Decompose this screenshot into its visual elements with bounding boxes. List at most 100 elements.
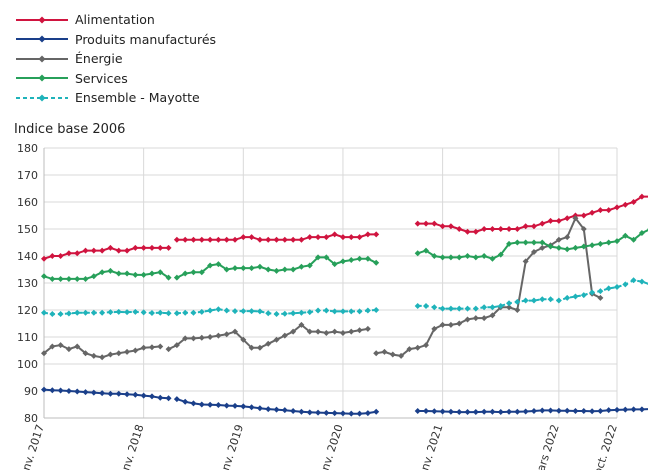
- data-point-alimentation: [630, 199, 637, 205]
- data-point-services: [481, 253, 488, 259]
- data-point-produits-manufactures: [522, 408, 529, 415]
- data-point-alimentation: [281, 236, 288, 243]
- data-point-produits-manufactures: [215, 402, 222, 409]
- data-point-energie: [165, 346, 172, 353]
- data-point-produits-manufactures: [290, 407, 297, 414]
- data-point-alimentation: [232, 236, 238, 243]
- data-point-produits-manufactures: [298, 408, 305, 415]
- data-point-services: [198, 269, 205, 276]
- series-line-ensemble-mayotte: [417, 279, 648, 310]
- data-point-alimentation: [240, 234, 247, 241]
- data-point-energie: [281, 332, 288, 339]
- data-point-energie: [232, 328, 238, 335]
- data-point-services: [232, 265, 238, 272]
- legend-item-produits-manufactures: Produits manufacturés: [14, 30, 216, 50]
- x-tick-label: janv. 2019: [216, 423, 246, 470]
- data-point-produits-manufactures: [472, 409, 479, 416]
- data-point-produits-manufactures: [165, 395, 172, 402]
- data-point-ensemble-mayotte: [240, 308, 247, 315]
- data-point-services: [157, 269, 164, 276]
- data-point-services: [115, 270, 122, 277]
- data-point-services: [423, 247, 429, 254]
- data-point-energie: [506, 304, 513, 311]
- data-point-services: [165, 274, 172, 281]
- data-point-ensemble-mayotte: [331, 308, 338, 315]
- data-point-services: [90, 273, 97, 280]
- series-line-energie: [376, 216, 601, 357]
- data-point-produits-manufactures: [547, 407, 554, 414]
- data-point-alimentation: [290, 236, 297, 243]
- data-point-services: [215, 261, 222, 268]
- data-point-energie: [157, 343, 164, 350]
- data-point-ensemble-mayotte: [597, 288, 604, 295]
- data-point-alimentation: [522, 223, 529, 230]
- data-point-produits-manufactures: [497, 409, 504, 416]
- data-point-alimentation: [115, 247, 122, 254]
- legend-label-ensemble-mayotte: Ensemble - Mayotte: [75, 90, 200, 106]
- data-point-energie: [315, 328, 322, 335]
- chart-legend: Alimentation Produits manufacturés Énergie…: [14, 10, 216, 108]
- data-point-ensemble-mayotte: [148, 309, 155, 316]
- data-point-produits-manufactures: [348, 410, 355, 417]
- data-point-produits-manufactures: [439, 408, 446, 415]
- data-point-services: [622, 232, 629, 239]
- data-point-ensemble-mayotte: [348, 308, 355, 315]
- legend-swatch-ensemble-mayotte: [14, 92, 70, 104]
- data-point-services: [572, 244, 579, 251]
- data-point-energie: [331, 328, 338, 335]
- data-point-ensemble-mayotte: [248, 308, 255, 315]
- data-point-produits-manufactures: [107, 390, 114, 397]
- data-point-produits-manufactures: [589, 408, 596, 415]
- data-point-services: [49, 275, 56, 282]
- data-point-ensemble-mayotte: [315, 307, 322, 314]
- data-point-services: [41, 273, 47, 280]
- data-point-energie: [290, 328, 297, 335]
- data-point-services: [331, 261, 338, 268]
- data-point-energie: [182, 335, 189, 342]
- data-point-produits-manufactures: [564, 407, 571, 414]
- data-point-energie: [49, 343, 56, 350]
- data-point-ensemble-mayotte: [530, 297, 537, 304]
- data-point-alimentation: [198, 236, 205, 243]
- data-point-energie: [115, 350, 122, 357]
- data-point-services: [298, 263, 305, 270]
- data-point-services: [522, 239, 529, 246]
- x-tick-label: janv. 2020: [315, 423, 345, 470]
- data-point-produits-manufactures: [580, 407, 587, 414]
- data-point-produits-manufactures: [356, 410, 363, 417]
- data-point-produits-manufactures: [273, 406, 280, 413]
- data-point-produits-manufactures: [65, 388, 72, 394]
- data-point-services: [265, 266, 272, 273]
- series-line-alimentation: [417, 195, 648, 233]
- data-point-services: [140, 271, 147, 278]
- data-point-alimentation: [506, 226, 513, 232]
- data-point-ensemble-mayotte: [447, 305, 454, 312]
- data-point-ensemble-mayotte: [41, 309, 47, 316]
- data-point-services: [614, 238, 620, 245]
- data-point-services: [190, 269, 197, 276]
- data-point-ensemble-mayotte: [522, 297, 529, 304]
- data-point-produits-manufactures: [414, 407, 421, 414]
- data-point-alimentation: [49, 253, 56, 259]
- data-point-alimentation: [99, 247, 106, 254]
- data-point-energie: [74, 343, 81, 350]
- data-point-alimentation: [331, 231, 338, 238]
- series-alimentation: [41, 193, 648, 262]
- data-point-ensemble-mayotte: [290, 310, 297, 317]
- y-tick-label: 160: [17, 196, 38, 209]
- data-point-produits-manufactures: [447, 408, 454, 415]
- data-point-alimentation: [456, 226, 463, 232]
- data-point-services: [597, 240, 604, 247]
- data-point-energie: [431, 325, 438, 332]
- data-point-energie: [41, 350, 47, 357]
- data-point-produits-manufactures: [248, 404, 255, 411]
- data-point-alimentation: [107, 244, 114, 251]
- data-point-ensemble-mayotte: [373, 307, 380, 313]
- data-point-energie: [298, 321, 305, 328]
- data-point-ensemble-mayotte: [364, 307, 371, 314]
- data-point-services: [605, 239, 612, 246]
- data-point-alimentation: [638, 193, 645, 200]
- data-point-alimentation: [57, 253, 64, 259]
- data-point-energie: [240, 336, 247, 343]
- data-point-energie: [364, 325, 371, 332]
